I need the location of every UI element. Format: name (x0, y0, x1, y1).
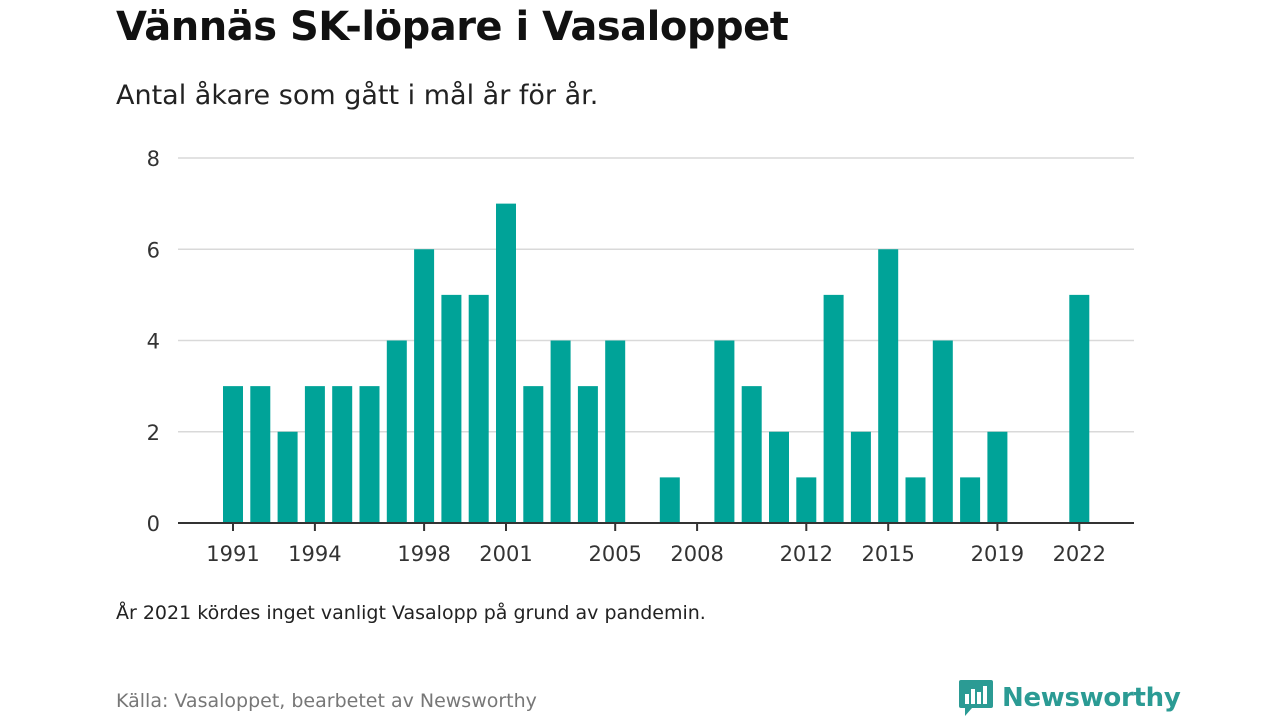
bar-2004[interactable] (577, 386, 598, 523)
chart-note: År 2021 kördes inget vanligt Vasalopp på… (116, 602, 706, 624)
brand-logo[interactable]: Newsworthy (958, 678, 1181, 718)
x-axis-labels: 1991 1994 1998 2001 2005 2008 2012 2015 2019 2022 (206, 542, 1106, 566)
bar-chart-speech-bubble-icon (959, 680, 993, 716)
x-tick-label: 2008 (670, 542, 723, 566)
bar-1993[interactable] (277, 431, 298, 523)
x-tick-label: 2001 (479, 542, 532, 566)
bar-1998[interactable] (414, 249, 435, 523)
bar-2017[interactable] (932, 340, 953, 524)
bar-2010[interactable] (741, 386, 762, 523)
bar-1996[interactable] (359, 386, 380, 523)
y-tick-label: 4 (147, 330, 160, 354)
source-credit: Källa: Vasaloppet, bearbetet av Newswort… (116, 690, 537, 712)
bar-2007[interactable] (659, 477, 680, 523)
x-tick-label: 2012 (780, 542, 833, 566)
bar-1995[interactable] (332, 386, 353, 523)
bar-2000[interactable] (468, 294, 489, 523)
bar-2013[interactable] (823, 294, 844, 523)
x-tick-label: 2005 (588, 542, 641, 566)
y-tick-label: 0 (147, 512, 160, 536)
bar-2002[interactable] (523, 386, 544, 523)
bar-1992[interactable] (250, 386, 271, 523)
bar-1997[interactable] (386, 340, 407, 524)
x-tick-label: 2022 (1053, 542, 1106, 566)
bar-2001[interactable] (496, 203, 516, 523)
bar-2014[interactable] (850, 431, 871, 523)
bar-2018[interactable] (960, 477, 981, 523)
bar-1994[interactable] (304, 386, 325, 523)
chart-title: Vännäs SK-löpare i Vasaloppet (116, 4, 789, 50)
y-tick-label: 8 (147, 147, 160, 171)
bar-2009[interactable] (714, 340, 735, 524)
bar-1999[interactable] (441, 294, 462, 523)
x-tick-label: 2015 (861, 542, 914, 566)
bar-2016[interactable] (905, 477, 926, 523)
bar-2005[interactable] (605, 340, 626, 524)
bar-2022[interactable] (1069, 294, 1090, 523)
bar-2012[interactable] (796, 477, 817, 523)
brand-name: Newsworthy (1002, 683, 1181, 713)
bar-2019[interactable] (987, 431, 1008, 523)
x-tick-label: 2019 (971, 542, 1024, 566)
x-axis (178, 522, 1134, 531)
x-tick-label: 1998 (397, 542, 450, 566)
bar-1991[interactable] (223, 386, 243, 523)
bar-chart: 0 2 4 6 8 1991 1994 1998 2001 2005 2008 2012 2015 20… (147, 147, 1134, 566)
x-tick-label: 1994 (288, 542, 341, 566)
bars (223, 203, 1090, 524)
y-tick-label: 6 (147, 238, 160, 262)
y-axis-labels: 0 2 4 6 8 (147, 147, 160, 536)
bar-2015[interactable] (878, 249, 899, 523)
chart-subtitle: Antal åkare som gått i mål år för år. (116, 80, 599, 111)
bar-2003[interactable] (550, 340, 571, 524)
x-tick-label: 1991 (206, 542, 259, 566)
bar-2011[interactable] (769, 431, 789, 523)
y-tick-label: 2 (147, 421, 160, 445)
